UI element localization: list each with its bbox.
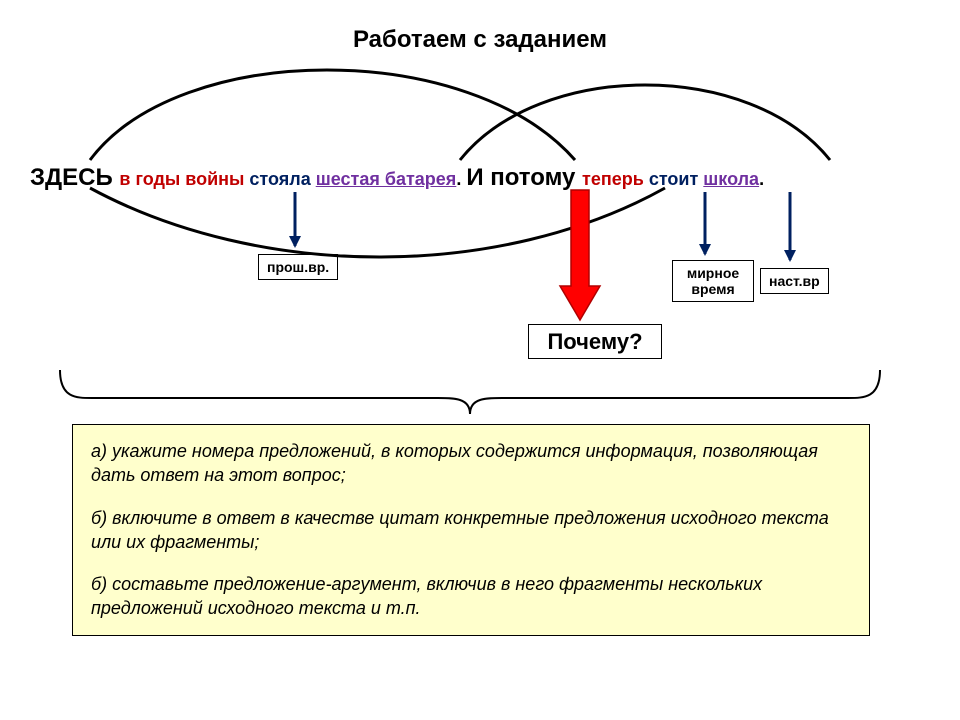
sentence-part: стояла bbox=[249, 169, 315, 189]
brace bbox=[60, 370, 880, 414]
sentence-part: шестая батарея bbox=[316, 169, 457, 189]
sentence-part: теперь bbox=[582, 169, 649, 189]
sentence-part: школа bbox=[703, 169, 759, 189]
sentence-part: . bbox=[759, 169, 764, 189]
page-title: Работаем с заданием bbox=[0, 26, 960, 54]
sentence-part: ЗДЕСЬ bbox=[30, 164, 119, 191]
big-arrow bbox=[560, 190, 600, 320]
task-item: б) составьте предложение-аргумент, включ… bbox=[91, 572, 851, 621]
thin-arrow-group bbox=[289, 192, 796, 262]
task-item: б) включите в ответ в качестве цитат кон… bbox=[91, 506, 851, 555]
task-panel: а) укажите номера предложений, в которых… bbox=[72, 424, 870, 636]
sentence-line: ЗДЕСЬ в годы войны стояла шестая батарея… bbox=[30, 164, 940, 192]
sentence-part: стоит bbox=[649, 169, 703, 189]
title-text: Работаем с заданием bbox=[353, 26, 607, 53]
box-peace-time: мирноевремя bbox=[672, 260, 754, 302]
box-present-tense: наст.вр bbox=[760, 268, 829, 294]
sentence-part: . bbox=[456, 169, 466, 189]
task-item: а) укажите номера предложений, в которых… bbox=[91, 439, 851, 488]
sentence-part: в годы войны bbox=[119, 169, 249, 189]
sentence-part: И потому bbox=[466, 164, 582, 191]
box-past-tense: прош.вр. bbox=[258, 254, 338, 280]
box-why: Почему? bbox=[528, 324, 662, 359]
